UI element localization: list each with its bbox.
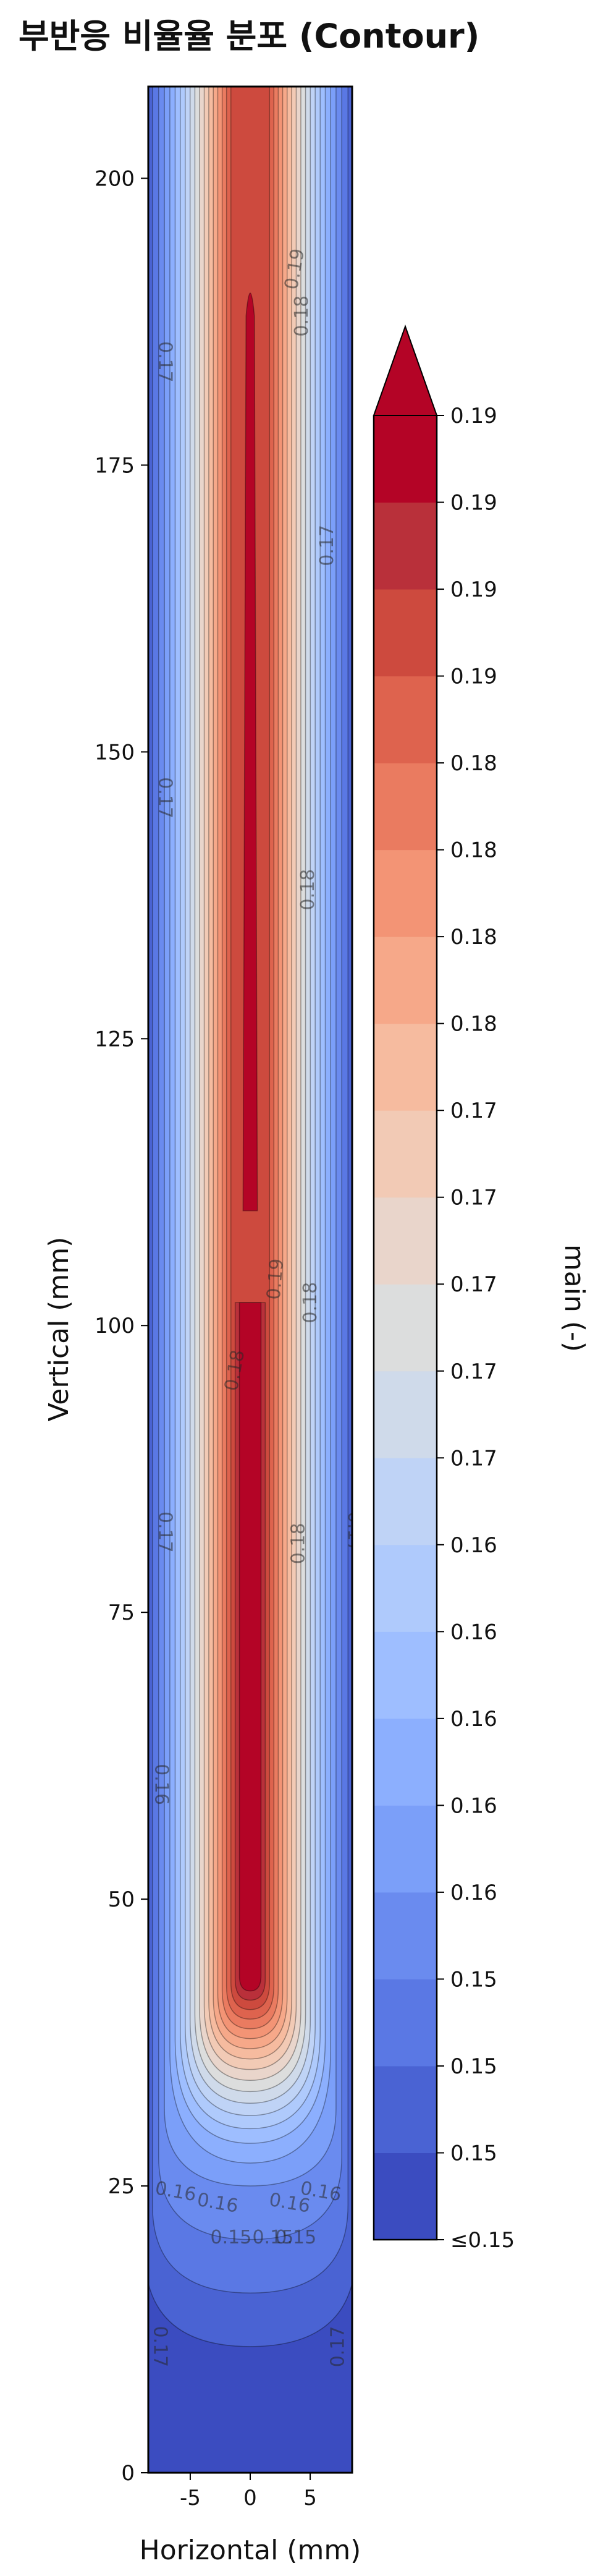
colorbar: ≤0.15 0.15 0.15 0.15 0.16 0.16 0.16 0.16 0.16 0.1… [373,325,515,2253]
colorbar-band [374,937,437,1024]
y-tick-label: 175 [95,453,135,478]
y-tick-label: 50 [108,1887,135,1912]
colorbar-tick-label: 0.17 [450,1359,497,1384]
colorbar-band [374,502,437,590]
contour-label: 0.18 [300,1282,321,1324]
contour-band [238,1302,262,1992]
colorbar-band [374,1023,437,1111]
colorbar-tick-label: 0.18 [450,838,497,863]
colorbar-band [374,763,437,851]
colorbar-frame [373,415,438,2241]
colorbar-band [374,1892,437,1979]
y-axis-label: Vertical (mm) [43,1237,75,1422]
colorbar-tick-label: 0.17 [450,1186,497,1210]
contour-label: 0.17 [154,777,175,818]
x-tick-label: 5 [303,2486,317,2510]
contour-labels: 0.190.180.170.170.170.180.190.180.180.17… [150,247,365,2367]
colorbar-band [374,1631,437,1719]
contour-label: 0.17 [150,2326,171,2367]
colorbar-band [374,1805,437,1893]
colorbar-extend-arrow [373,325,438,416]
x-axis-label: Horizontal (mm) [140,2535,361,2566]
colorbar-tick-label: 0.18 [450,751,497,776]
contour-label: 0.15 [211,2227,252,2248]
colorbar-band [374,1371,437,1458]
contour-label: 0.16 [151,1764,172,1805]
colorbar-tick-label: 0.19 [450,665,497,689]
colorbar-tick-label: 0.18 [450,925,497,950]
x-axis: -5 0 5 [180,2473,317,2510]
contour-label: 0.19 [263,1257,289,1301]
y-tick-label: 125 [95,1027,135,1052]
contour-label: 0.18 [291,295,313,337]
y-axis: 0 25 50 75 100 125 150 175 200 [95,166,148,2486]
colorbar-tick-label: 0.16 [450,1533,497,1558]
contour-core-upper [242,292,258,1212]
colorbar-band [374,849,437,937]
colorbar-band [374,1110,437,1198]
colorbar-tick-label: 0.16 [450,1707,497,1732]
colorbar-band [374,1718,437,1806]
colorbar-tick-label: 0.16 [450,1620,497,1644]
y-tick-label: 100 [95,1314,135,1338]
colorbar-band [374,1544,437,1632]
colorbar-tick-label: 0.17 [450,1272,497,1297]
y-tick-label: 200 [95,166,135,191]
colorbar-label: main (-) [558,1244,590,1352]
colorbar-tick-label: 0.19 [450,577,497,602]
contour-label: 0.18 [297,869,319,911]
contour-label: 0.17 [154,341,175,383]
x-tick-label: -5 [180,2486,201,2510]
y-tick-label: 25 [108,2174,135,2199]
colorbar-tick-label: 0.16 [450,1793,497,1818]
colorbar-band [374,676,437,763]
colorbar-tick-label: 0.16 [450,1881,497,1905]
colorbar-band [374,415,437,503]
x-tick-label: 0 [243,2486,257,2510]
y-tick-label: 150 [95,740,135,765]
colorbar-tick-label: 0.15 [450,2141,497,2166]
y-tick-label: 0 [121,2461,135,2486]
colorbar-tick-label: 0.17 [450,1099,497,1123]
colorbar-tick-label: ≤0.15 [450,2228,515,2253]
contour-field [148,87,352,2473]
colorbar-band [374,1284,437,1372]
colorbar-tick-label: 0.17 [450,1446,497,1471]
colorbar-band [374,2065,437,2153]
contour-label: 0.17 [316,525,338,566]
colorbar-band [374,1458,437,1545]
contour-label: 0.15 [275,2227,316,2248]
colorbar-tick-label: 0.15 [450,2054,497,2079]
colorbar-tick-label: 0.15 [450,1967,497,1992]
colorbar-band [374,1197,437,1285]
contour-label: 0.18 [287,1523,309,1564]
y-tick-label: 75 [108,1600,135,1625]
contour-label: 0.17 [327,2326,348,2367]
colorbar-tick-label: 0.18 [450,1012,497,1037]
contour-label: 0.17 [154,1511,175,1553]
colorbar-tick-label: 0.19 [450,491,497,516]
colorbar-band [374,2153,437,2240]
colorbar-tick-label: 0.19 [450,404,497,428]
chart-title: 부반응 비율율 분포 (Contour) [19,17,480,56]
contour-label: 0.17 [343,1511,365,1553]
contour-label: 0.15 [252,2227,293,2248]
colorbar-band [374,589,437,677]
colorbar-band [374,1979,437,2067]
